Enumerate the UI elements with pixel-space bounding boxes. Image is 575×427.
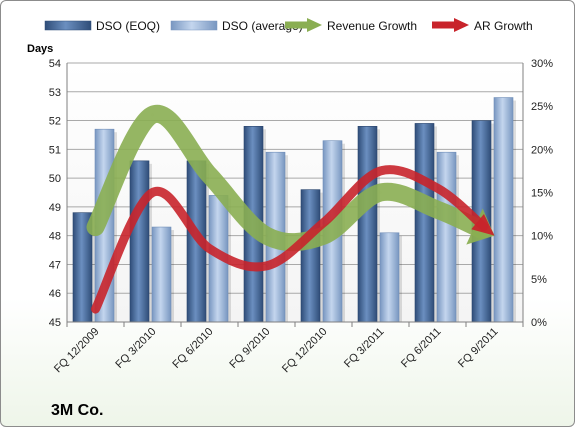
revenue-growth-point xyxy=(265,234,268,237)
y-tick-label: 53 xyxy=(49,87,61,99)
y2-tick-label: 0% xyxy=(531,317,547,329)
y-tick-label: 45 xyxy=(49,317,61,329)
legend-label-ar-growth: AR Growth xyxy=(474,19,533,33)
legend-item-revenue-growth: Revenue Growth xyxy=(285,18,417,33)
ar-growth-point xyxy=(94,308,97,311)
bar-dso-average xyxy=(379,232,400,323)
legend-label-dso-eoq: DSO (EOQ) xyxy=(96,19,160,33)
x-tick-label: FQ 12/2009 xyxy=(52,326,102,376)
company-name: 3M Co. xyxy=(51,402,103,419)
revenue-growth-point xyxy=(436,208,439,211)
revenue-growth-line xyxy=(86,104,491,252)
y-tick-label: 51 xyxy=(49,144,61,156)
y-axis-label: Days xyxy=(27,43,53,55)
bar-dso-average xyxy=(151,226,172,323)
bar-dso-eoq xyxy=(300,189,321,323)
growth-lines xyxy=(86,104,495,314)
revenue-growth-point xyxy=(208,174,211,177)
x-tick-label: FQ 3/2010 xyxy=(113,326,158,371)
y2-tick-label: 5% xyxy=(531,274,547,286)
ar-growth-point xyxy=(379,169,382,172)
y-tick-label: 47 xyxy=(49,259,61,271)
ar-growth-point xyxy=(322,221,325,224)
y2-tick-label: 15% xyxy=(531,188,553,200)
y2-tick-label: 25% xyxy=(531,101,553,113)
y2-tick-label: 10% xyxy=(531,231,553,243)
revenue-growth-point xyxy=(151,113,154,116)
bar-dso-average xyxy=(436,151,457,323)
y-tick-label: 54 xyxy=(49,58,61,70)
legend-item-dso-eoq: DSO (EOQ) xyxy=(44,19,160,33)
y2-tick-label: 30% xyxy=(531,58,553,70)
x-tick-label: FQ 3/2011 xyxy=(342,326,387,371)
y-tick-label: 49 xyxy=(49,202,61,214)
legend-item-ar-growth: AR Growth xyxy=(432,18,533,33)
x-tick-label: FQ 9/2011 xyxy=(456,326,501,371)
legend-label-revenue-growth: Revenue Growth xyxy=(327,19,417,33)
bar-dso-eoq xyxy=(414,123,435,323)
bar-dso-eoq xyxy=(129,160,150,323)
x-tick-label: FQ 12/2010 xyxy=(280,326,330,376)
ar-growth-line xyxy=(91,165,489,314)
bar-dso-eoq xyxy=(357,126,378,323)
ar-growth-point xyxy=(436,187,439,190)
x-tick-label: FQ 6/2011 xyxy=(399,326,444,371)
ar-growth-point xyxy=(208,247,211,250)
legend: DSO (EOQ) DSO (average) Revenue Growth A… xyxy=(44,18,533,33)
x-axis-ticks: FQ 12/2009 FQ 3/2010 FQ 6/2010 FQ 9/2010 FQ … xyxy=(52,322,524,376)
x-tick-label: FQ 6/2010 xyxy=(170,326,215,371)
legend-item-dso-average: DSO (average) xyxy=(170,19,303,33)
ar-growth-arrowhead xyxy=(471,213,495,236)
bar-dso-average xyxy=(493,97,514,323)
revenue-growth-point xyxy=(94,226,97,229)
legend-swatch-dso-eoq xyxy=(44,20,92,31)
x-tick-label: FQ 9/2010 xyxy=(227,326,272,371)
legend-arrowhead-revenue-growth xyxy=(307,18,322,32)
ar-growth-point xyxy=(265,264,268,267)
y-tick-label: 52 xyxy=(49,116,61,128)
y-tick-label: 46 xyxy=(49,288,61,300)
y-axis-ticks: 45 46 47 48 49 50 51 52 53 54 xyxy=(49,58,61,329)
revenue-growth-point xyxy=(322,234,325,237)
y2-tick-label: 20% xyxy=(531,144,553,156)
y2-axis-ticks: 0% 5% 10% 15% 20% 25% 30% xyxy=(531,58,553,329)
legend-swatch-dso-average xyxy=(170,20,218,31)
y-tick-label: 48 xyxy=(49,231,61,243)
revenue-growth-point xyxy=(379,191,382,194)
legend-label-dso-average: DSO (average) xyxy=(222,19,303,33)
y-tick-label: 50 xyxy=(49,173,61,185)
legend-arrowhead-ar-growth xyxy=(454,18,469,32)
ar-growth-point xyxy=(151,191,154,194)
